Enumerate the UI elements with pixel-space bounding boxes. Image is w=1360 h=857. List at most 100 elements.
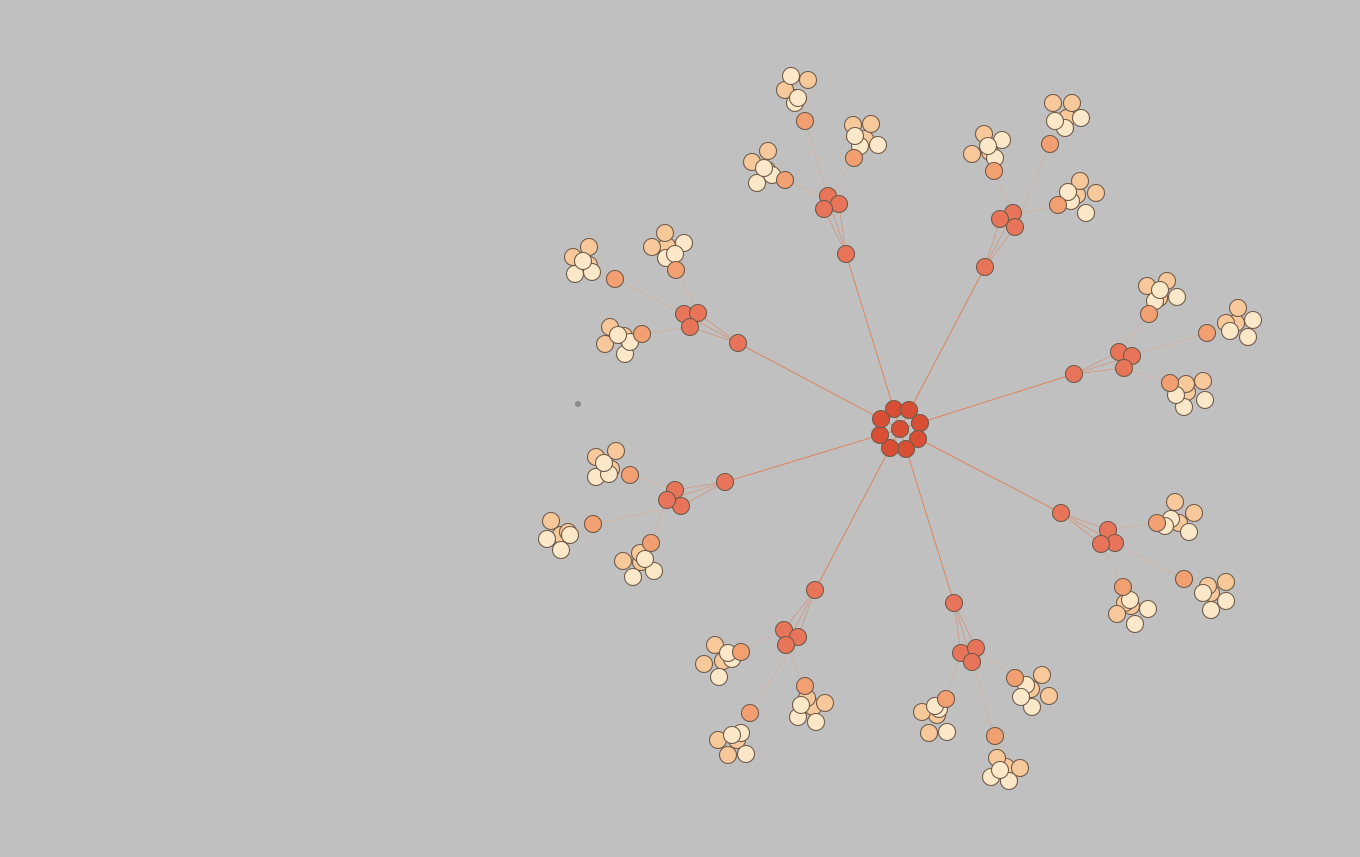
center-ring-node[interactable]: [896, 439, 916, 459]
leaf-node[interactable]: [788, 88, 808, 108]
center-ring-node[interactable]: [899, 400, 919, 420]
hub-node[interactable]: [728, 333, 748, 353]
hub-node[interactable]: [975, 257, 995, 277]
cluster-node[interactable]: [990, 209, 1010, 229]
leaf-node[interactable]: [1216, 572, 1236, 592]
leaf-node[interactable]: [709, 667, 729, 687]
leaf-node[interactable]: [613, 551, 633, 571]
leaf-node[interactable]: [1070, 171, 1090, 191]
leaf-node[interactable]: [655, 223, 675, 243]
leaf-node[interactable]: [1058, 182, 1078, 202]
branch-node[interactable]: [795, 111, 815, 131]
leaf-node[interactable]: [1010, 758, 1030, 778]
cluster-node[interactable]: [680, 317, 700, 337]
leaf-node[interactable]: [595, 334, 615, 354]
leaf-node[interactable]: [736, 744, 756, 764]
leaf-node[interactable]: [1228, 298, 1248, 318]
leaf-node[interactable]: [1076, 203, 1096, 223]
leaf-node[interactable]: [1179, 522, 1199, 542]
leaf-node[interactable]: [861, 114, 881, 134]
leaf-node[interactable]: [1107, 604, 1127, 624]
leaf-node[interactable]: [594, 453, 614, 473]
leaf-node[interactable]: [722, 725, 742, 745]
center-ring-node[interactable]: [908, 429, 928, 449]
cluster-node[interactable]: [776, 635, 796, 655]
leaf-node[interactable]: [815, 693, 835, 713]
center-ring-node[interactable]: [880, 438, 900, 458]
leaf-node[interactable]: [1184, 503, 1204, 523]
leaf-node[interactable]: [747, 173, 767, 193]
leaf-node[interactable]: [798, 70, 818, 90]
hub-node[interactable]: [1064, 364, 1084, 384]
root-node[interactable]: [890, 419, 910, 439]
cluster-node[interactable]: [1091, 534, 1111, 554]
leaf-node[interactable]: [1039, 686, 1059, 706]
hub-node[interactable]: [805, 580, 825, 600]
branch-node[interactable]: [1048, 195, 1068, 215]
leaf-node[interactable]: [990, 760, 1010, 780]
leaf-node[interactable]: [1086, 183, 1106, 203]
leaf-node[interactable]: [758, 141, 778, 161]
leaf-node[interactable]: [1201, 600, 1221, 620]
leaf-node[interactable]: [781, 66, 801, 86]
branch-node[interactable]: [936, 689, 956, 709]
leaf-node[interactable]: [1062, 93, 1082, 113]
leaf-node[interactable]: [1216, 591, 1236, 611]
leaf-node[interactable]: [1220, 321, 1240, 341]
branch-node[interactable]: [1005, 668, 1025, 688]
leaf-node[interactable]: [1011, 687, 1031, 707]
branch-node[interactable]: [1174, 569, 1194, 589]
leaf-node[interactable]: [868, 135, 888, 155]
branch-node[interactable]: [605, 269, 625, 289]
leaf-node[interactable]: [573, 251, 593, 271]
leaf-node[interactable]: [665, 244, 685, 264]
leaf-node[interactable]: [608, 325, 628, 345]
leaf-node[interactable]: [635, 549, 655, 569]
branch-node[interactable]: [731, 642, 751, 662]
leaf-node[interactable]: [1138, 599, 1158, 619]
leaf-node[interactable]: [537, 529, 557, 549]
branch-node[interactable]: [1040, 134, 1060, 154]
leaf-node[interactable]: [541, 511, 561, 531]
leaf-node[interactable]: [1032, 665, 1052, 685]
leaf-node[interactable]: [919, 723, 939, 743]
leaf-node[interactable]: [560, 525, 580, 545]
center-ring-node[interactable]: [870, 425, 890, 445]
hub-node[interactable]: [836, 244, 856, 264]
leaf-node[interactable]: [642, 237, 662, 257]
hub-node[interactable]: [715, 472, 735, 492]
leaf-node[interactable]: [806, 712, 826, 732]
cluster-node[interactable]: [657, 490, 677, 510]
cluster-node[interactable]: [962, 652, 982, 672]
leaf-node[interactable]: [623, 567, 643, 587]
leaf-node[interactable]: [1125, 614, 1145, 634]
leaf-node[interactable]: [705, 635, 725, 655]
branch-node[interactable]: [583, 514, 603, 534]
leaf-node[interactable]: [1165, 492, 1185, 512]
cluster-node[interactable]: [1005, 217, 1025, 237]
branch-node[interactable]: [632, 324, 652, 344]
leaf-node[interactable]: [1043, 93, 1063, 113]
center-ring-node[interactable]: [910, 413, 930, 433]
leaf-node[interactable]: [1195, 390, 1215, 410]
branch-node[interactable]: [620, 465, 640, 485]
leaf-node[interactable]: [644, 561, 664, 581]
leaf-node[interactable]: [791, 695, 811, 715]
cluster-node[interactable]: [1114, 358, 1134, 378]
branch-node[interactable]: [666, 260, 686, 280]
leaf-node[interactable]: [754, 158, 774, 178]
leaf-node[interactable]: [1193, 583, 1213, 603]
branch-node[interactable]: [985, 726, 1005, 746]
branch-node[interactable]: [1147, 513, 1167, 533]
branch-node[interactable]: [1139, 304, 1159, 324]
cluster-node[interactable]: [829, 194, 849, 214]
leaf-node[interactable]: [551, 540, 571, 560]
leaf-node[interactable]: [1150, 280, 1170, 300]
branch-node[interactable]: [641, 533, 661, 553]
cluster-node[interactable]: [688, 303, 708, 323]
leaf-node[interactable]: [718, 745, 738, 765]
hub-node[interactable]: [1051, 503, 1071, 523]
cluster-node[interactable]: [814, 199, 834, 219]
branch-node[interactable]: [775, 170, 795, 190]
hub-node[interactable]: [944, 593, 964, 613]
